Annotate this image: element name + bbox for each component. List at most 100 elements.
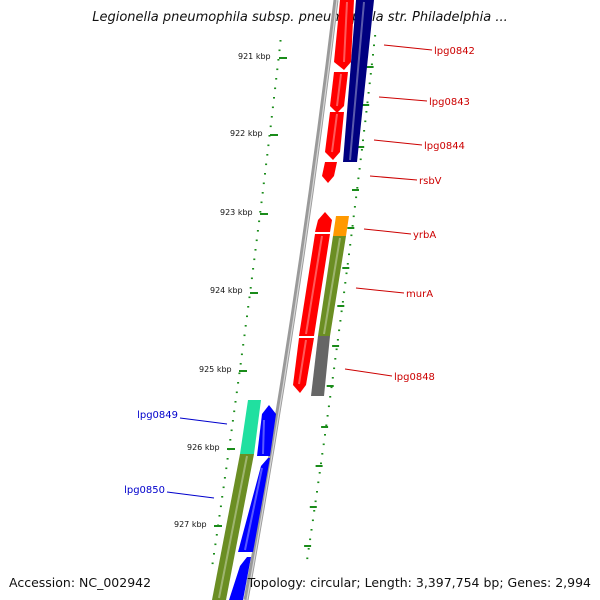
gene-label-yrbA[interactable]: yrbA (413, 230, 436, 241)
kbp-major-tick (260, 213, 268, 215)
minor-tick (330, 386, 333, 389)
minor-tick (215, 534, 218, 536)
minor-tick (256, 230, 259, 232)
major-tick (366, 66, 374, 68)
gene-murA-shape (293, 338, 314, 393)
minor-tick (307, 548, 310, 550)
minor-tick (248, 296, 251, 299)
minor-tick (341, 301, 344, 303)
minor-tick (233, 410, 236, 413)
minor-tick (239, 363, 242, 365)
minor-tick (327, 405, 330, 408)
minor-tick (274, 87, 277, 90)
minor-tick (260, 201, 263, 204)
minor-tick (320, 462, 322, 465)
minor-tick (316, 491, 318, 493)
minor-tick (254, 249, 257, 251)
gene-label-lpg0844[interactable]: lpg0844 (424, 141, 465, 152)
genome-summary-text: Topology: circular; Length: 3,397,754 bp… (247, 575, 591, 590)
olive-feature (318, 236, 346, 336)
minor-tick (244, 325, 247, 327)
kbp-label: 924 kbp (210, 286, 243, 295)
major-tick (309, 506, 317, 508)
minor-tick (351, 225, 354, 227)
minor-tick (359, 158, 362, 161)
gene-label-lpg0842[interactable]: lpg0842 (434, 46, 475, 57)
gene-label-lpg0849[interactable]: lpg0849 (137, 410, 178, 421)
minor-tick (374, 35, 377, 37)
major-tick (326, 385, 334, 387)
minor-tick (253, 258, 256, 261)
kbp-label: 926 kbp (187, 443, 220, 452)
minor-tick (275, 78, 278, 80)
kbp-ticks: 921 kbp 922 kbp 923 kbp 924 kbp 925 kbp 926 k… (174, 35, 377, 565)
gene-label-rsbV[interactable]: rsbV (419, 176, 442, 187)
gene-label-lpg0843[interactable]: lpg0843 (429, 97, 470, 108)
minor-tick (211, 562, 214, 565)
minor-tick (225, 467, 228, 470)
minor-tick (365, 111, 368, 113)
gene-lpg0851-shape (229, 557, 251, 600)
gene-leader-line (344, 368, 393, 377)
reverse-genes-track (229, 405, 276, 600)
minor-tick (364, 120, 367, 123)
minor-tick (366, 101, 369, 104)
minor-tick (314, 500, 317, 503)
minor-tick (324, 434, 326, 436)
minor-tick (343, 291, 346, 294)
minor-tick (234, 401, 237, 403)
minor-tick (229, 439, 232, 441)
minor-tick (356, 187, 359, 189)
minor-tick (242, 344, 245, 346)
minor-tick (344, 282, 347, 284)
minor-tick (360, 149, 363, 151)
minor-tick (238, 372, 241, 375)
gene-leader-line (373, 139, 423, 146)
minor-tick (362, 139, 364, 142)
forward-genes-track (293, 0, 354, 393)
aqua-feature (240, 400, 261, 454)
minor-tick (310, 529, 313, 531)
kbp-major-tick (270, 134, 278, 136)
kbp-major-tick (239, 370, 247, 372)
minor-tick (259, 211, 262, 213)
minor-tick (372, 54, 374, 56)
gene-labels: lpg0842 lpg0843 lpg0844 rsbV yrbA murA lpg0848… (124, 44, 475, 499)
feature-track-outer (212, 0, 374, 600)
major-tick (321, 426, 329, 428)
minor-tick (247, 306, 250, 308)
minor-tick (335, 348, 338, 351)
gene-leader-line (383, 44, 433, 51)
minor-tick (333, 367, 336, 370)
gene-label-murA[interactable]: murA (406, 289, 433, 300)
accession-text: Accession: NC_002942 (9, 575, 152, 590)
olive-feature-2 (212, 454, 254, 600)
minor-tick (222, 486, 225, 489)
minor-tick (221, 496, 224, 498)
minor-tick (258, 220, 261, 223)
gene-label-lpg0848[interactable]: lpg0848 (394, 372, 435, 383)
minor-tick (268, 135, 271, 137)
minor-tick (331, 377, 334, 379)
minor-tick (348, 253, 350, 256)
minor-tick (262, 182, 265, 185)
major-tick (362, 104, 370, 106)
gene-lpg0849-shape (257, 405, 276, 456)
kbp-label: 922 kbp (230, 129, 263, 138)
gene-label-lpg0850[interactable]: lpg0850 (124, 485, 165, 496)
kbp-major-tick (279, 57, 287, 59)
minor-tick (346, 263, 349, 265)
minor-tick (271, 106, 274, 109)
kbp-major-tick (250, 292, 258, 294)
minor-tick (223, 477, 226, 479)
minor-tick (267, 144, 270, 147)
kbp-major-tick (227, 448, 235, 450)
minor-tick (368, 82, 371, 85)
major-tick (357, 146, 365, 148)
gene-leader-line (179, 417, 228, 425)
minor-tick (340, 310, 343, 313)
gene-lpg0841-shape (334, 0, 354, 70)
minor-tick (370, 63, 373, 66)
minor-tick (237, 382, 240, 384)
